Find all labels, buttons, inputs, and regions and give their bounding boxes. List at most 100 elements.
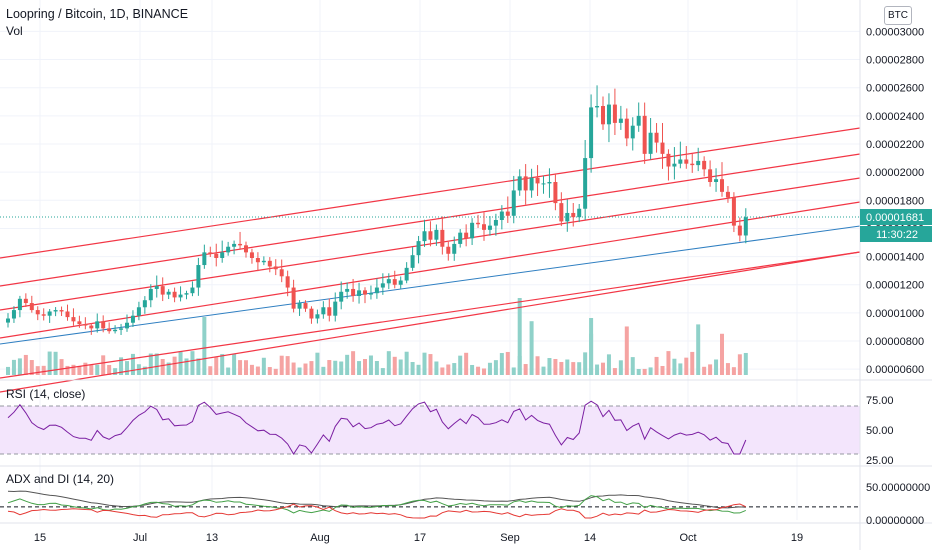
- rsi-tick-label: 25.00: [866, 455, 894, 467]
- candle-body: [142, 300, 147, 308]
- candle-body: [285, 276, 290, 288]
- candle-body: [333, 301, 338, 316]
- candle-body: [309, 308, 314, 319]
- candle-body: [493, 220, 498, 226]
- price-tick-label: 0.00003000: [866, 26, 924, 38]
- rsi-label[interactable]: RSI (14, close): [6, 387, 86, 401]
- candle-body: [339, 291, 344, 302]
- candle-body: [119, 328, 124, 330]
- volume-bar: [464, 352, 469, 375]
- candle-body: [589, 107, 594, 159]
- volume-bar: [357, 361, 362, 375]
- candle-body: [178, 294, 183, 298]
- currency-button[interactable]: BTC: [884, 6, 912, 25]
- candle-body: [482, 224, 486, 230]
- volume-bar: [368, 355, 373, 375]
- volume-bar: [452, 363, 457, 375]
- price-tick-label: 0.00002000: [866, 167, 924, 179]
- candle-body: [297, 303, 302, 309]
- candle-body: [571, 212, 576, 218]
- channel-line: [0, 201, 861, 339]
- candle-body: [612, 104, 617, 123]
- candle-body: [731, 197, 736, 226]
- candle-body: [95, 321, 100, 329]
- volume-bar: [523, 364, 528, 375]
- candle-body: [737, 225, 742, 236]
- volume-bar: [410, 361, 415, 375]
- adx-label[interactable]: ADX and DI (14, 20): [6, 472, 115, 486]
- candle-body: [446, 246, 451, 254]
- candle-body: [642, 115, 647, 154]
- volume-bar: [547, 358, 552, 375]
- candle-body: [172, 291, 177, 298]
- volume-bar: [725, 363, 730, 375]
- candle-body: [422, 231, 427, 242]
- volume-bar: [434, 361, 439, 375]
- candle-body: [154, 286, 159, 289]
- adx-pane: [0, 490, 860, 519]
- volume-bar: [351, 351, 356, 375]
- candle-body: [690, 163, 695, 166]
- countdown-label: 11:30:22: [876, 229, 918, 241]
- candle-body: [630, 125, 635, 139]
- candle-body: [660, 142, 665, 154]
- candle-body: [184, 293, 189, 295]
- volume-bar: [119, 357, 124, 375]
- volume-bar: [737, 354, 742, 375]
- candle-body: [553, 182, 558, 204]
- volume-bar: [470, 364, 475, 375]
- volume-bar: [107, 364, 112, 375]
- volume-bar: [315, 352, 320, 375]
- volume-bar: [731, 367, 736, 375]
- volume-bar: [238, 360, 243, 375]
- channel-line: [0, 251, 861, 393]
- symbol-title[interactable]: Loopring / Bitcoin, 1D, BINANCE: [6, 7, 189, 21]
- candle-body: [368, 293, 373, 295]
- candle-body: [107, 328, 112, 332]
- candle-body: [606, 104, 611, 125]
- channel-line: [0, 251, 861, 379]
- candle-body: [166, 291, 171, 295]
- candle-body: [428, 231, 433, 240]
- candle-body: [523, 176, 528, 191]
- volume-bar: [339, 361, 344, 375]
- volume-label[interactable]: Vol: [6, 24, 23, 38]
- volume-bar: [511, 367, 516, 375]
- volume-bar: [571, 362, 576, 375]
- candle-body: [89, 325, 94, 329]
- volume-bar: [142, 366, 147, 375]
- volume-bar: [249, 364, 254, 375]
- adx-tick-label: 0.00000000: [866, 515, 924, 527]
- candle-body: [565, 212, 570, 222]
- volume-bar: [166, 362, 171, 375]
- volume-bar: [553, 358, 558, 375]
- price-tick-label: 0.00000600: [866, 364, 924, 376]
- candle-body: [291, 287, 296, 309]
- channel-line: [0, 127, 861, 259]
- candle-body: [374, 287, 379, 294]
- volume-bar: [244, 360, 248, 375]
- volume-bar: [11, 359, 16, 375]
- volume-bar: [487, 362, 492, 375]
- volume-bar: [303, 363, 308, 375]
- candle-body: [11, 310, 16, 319]
- volume-bar: [493, 360, 498, 375]
- candle-body: [386, 279, 391, 284]
- candle-body: [541, 183, 546, 185]
- volume-bar: [642, 368, 647, 375]
- date-tick-label: Sep: [500, 532, 520, 544]
- price-tick-label: 0.00002200: [866, 139, 924, 151]
- volume-bar: [202, 317, 207, 375]
- candle-body: [148, 288, 153, 301]
- volume-bar: [720, 333, 724, 375]
- volume-bar: [190, 351, 195, 375]
- volume-bar: [220, 354, 225, 375]
- volume-bar: [327, 360, 332, 375]
- date-tick-label: Oct: [679, 532, 696, 544]
- di-plus-line: [7, 495, 746, 514]
- candle-body: [279, 269, 284, 277]
- volume-bar: [601, 362, 605, 375]
- volume-bar: [428, 354, 433, 375]
- candle-body: [743, 217, 748, 236]
